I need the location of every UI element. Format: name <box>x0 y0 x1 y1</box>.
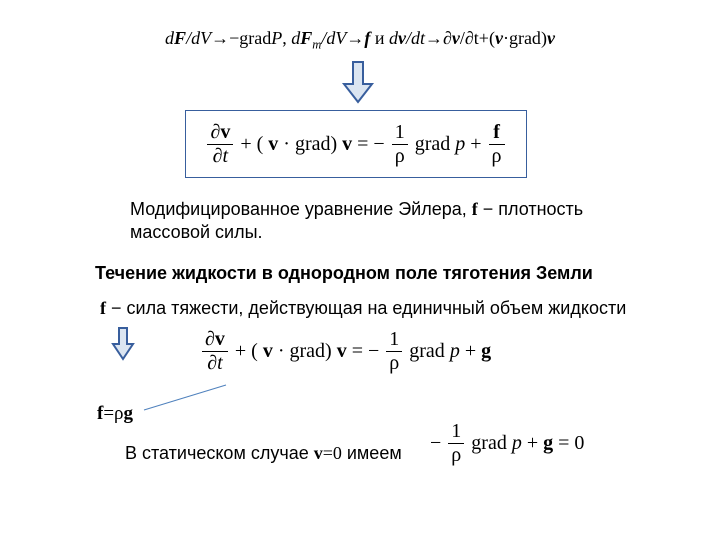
plusg: + <box>465 340 481 362</box>
e3-minus: − <box>430 432 441 454</box>
e3-rho: ρ <box>448 443 464 467</box>
plus-open: + ( <box>240 133 263 155</box>
frac-1rho2: 1 ρ <box>386 328 402 375</box>
rho2b: ρ <box>386 351 402 375</box>
t7: , <box>282 28 291 48</box>
t9: F <box>300 28 312 48</box>
frac-dvdt2: ∂v ∂t <box>202 328 228 375</box>
one: 1 <box>392 121 408 144</box>
t22: +( <box>479 28 495 48</box>
gravity-equation: ∂v ∂t + ( v · grad) v = − 1 ρ grad p + g <box>200 328 491 375</box>
pointer-line-icon <box>140 382 230 419</box>
gradp2: grad <box>409 340 450 362</box>
d2rest: − сила тяжести, действующая на единичный… <box>106 298 626 318</box>
section-title: Течение жидкости в однородном поле тягот… <box>95 263 655 284</box>
differentials-line: dF/dV→−gradP, dFm/dV→f и dv/dt→∂v/∂t+(v·… <box>0 28 720 53</box>
v-after: v <box>342 133 352 155</box>
t14: и <box>370 28 389 48</box>
t25: grad <box>509 28 541 48</box>
v-after2: v <box>337 340 347 362</box>
e3-frac: 1 ρ <box>448 420 464 467</box>
t2: F <box>174 28 186 48</box>
dot-grad2: · grad) <box>278 340 332 362</box>
t4: →− <box>211 28 239 48</box>
fr-eq: = <box>103 403 114 424</box>
t8: d <box>291 28 300 48</box>
t18: → <box>425 28 443 48</box>
t15: d <box>389 28 398 48</box>
down-arrow-small-icon <box>110 326 136 367</box>
plus-open2: + ( <box>235 340 258 362</box>
st-after: имеем <box>342 443 402 463</box>
v-mid2: v <box>263 340 273 362</box>
frac-frho: f ρ <box>489 121 505 168</box>
den-dt2: ∂t <box>202 351 228 375</box>
g: g <box>481 340 491 362</box>
eq-minus2: = − <box>352 340 380 362</box>
rho2: ρ <box>489 144 505 168</box>
eq-minus: = − <box>357 133 385 155</box>
t12: → <box>346 28 364 48</box>
st-v: v <box>314 443 323 463</box>
num-d2: ∂ <box>205 328 215 350</box>
gravity-description: f − сила тяжести, действующая на единичн… <box>100 298 660 319</box>
e3-one: 1 <box>448 420 464 443</box>
num-v: v <box>220 121 230 143</box>
frac-1rho: 1 ρ <box>392 121 408 168</box>
t17: /dt <box>406 28 425 48</box>
st-a: В статическом случае <box>125 443 314 463</box>
static-case-text: В статическом случае v=0 имеем <box>125 443 402 464</box>
f-num: f <box>489 121 505 144</box>
e3-g: g <box>543 432 553 454</box>
fr-g: g <box>124 403 134 424</box>
t19: ∂ <box>443 28 452 48</box>
den-dt: ∂t <box>207 144 233 168</box>
e3-p: p <box>512 432 522 454</box>
euler-equation-box: ∂v ∂t + ( v · grad) v = − 1 ρ grad p + f… <box>185 110 527 178</box>
num-v2: v <box>215 328 225 350</box>
t23: v <box>495 28 503 48</box>
euler-description: Модифицированное уравнение Эйлера, f − п… <box>130 198 610 245</box>
p2: p <box>450 340 460 362</box>
t1: d <box>165 28 174 48</box>
t3: /dV <box>186 28 211 48</box>
d1a: Модифицированное уравнение Эйлера, <box>130 199 472 219</box>
t10: m <box>312 38 321 52</box>
e3-grad: grad <box>471 432 512 454</box>
e3-eq0: = 0 <box>558 432 584 454</box>
v-mid: v <box>268 133 278 155</box>
t27: v <box>547 28 555 48</box>
st-eq0: =0 <box>323 443 342 463</box>
static-equation: − 1 ρ grad p + g = 0 <box>430 420 584 467</box>
num-d: ∂ <box>210 121 220 143</box>
plus2: + <box>470 133 486 155</box>
one2: 1 <box>386 328 402 351</box>
p: p <box>455 133 465 155</box>
f-equals-rho-g: f=ρg <box>97 403 133 425</box>
e3-plus: + <box>527 432 543 454</box>
t21: /∂t <box>460 28 479 48</box>
t16: v <box>398 28 406 48</box>
down-arrow-icon <box>340 60 376 109</box>
gradp: grad <box>415 133 456 155</box>
frac-dvdt: ∂v ∂t <box>207 121 233 168</box>
t11: /dV <box>321 28 346 48</box>
rho: ρ <box>392 144 408 168</box>
dot-grad: · grad) <box>283 133 337 155</box>
t5: grad <box>239 28 271 48</box>
t6: P <box>271 28 282 48</box>
t20: v <box>452 28 460 48</box>
fr-rho: ρ <box>114 403 123 424</box>
